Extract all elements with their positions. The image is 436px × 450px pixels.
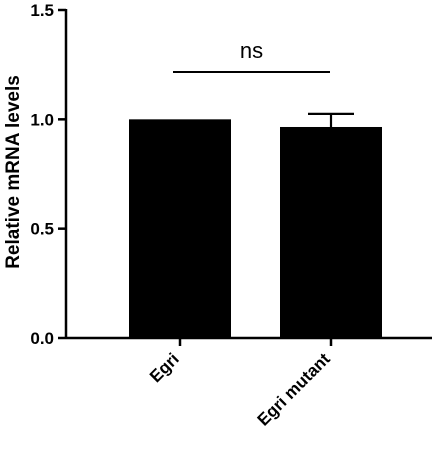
y-tick-label: 0.5 bbox=[30, 220, 54, 239]
bar bbox=[129, 119, 231, 338]
y-tick-label: 1.0 bbox=[30, 110, 54, 129]
y-tick-label: 0.0 bbox=[30, 329, 54, 348]
x-tick-label: Egri bbox=[146, 349, 183, 386]
significance-annotation: ns bbox=[173, 38, 330, 73]
y-axis-title: Relative mRNA levels bbox=[3, 75, 24, 269]
x-axis: Egri Egri mutant bbox=[66, 336, 432, 430]
bars bbox=[129, 112, 382, 338]
bar bbox=[280, 126, 382, 338]
x-tick-label: Egri mutant bbox=[254, 349, 334, 429]
y-axis: 0.0 0.5 1.0 1.5 bbox=[30, 1, 68, 348]
significance-label: ns bbox=[240, 38, 263, 63]
y-tick-label: 1.5 bbox=[30, 1, 54, 20]
